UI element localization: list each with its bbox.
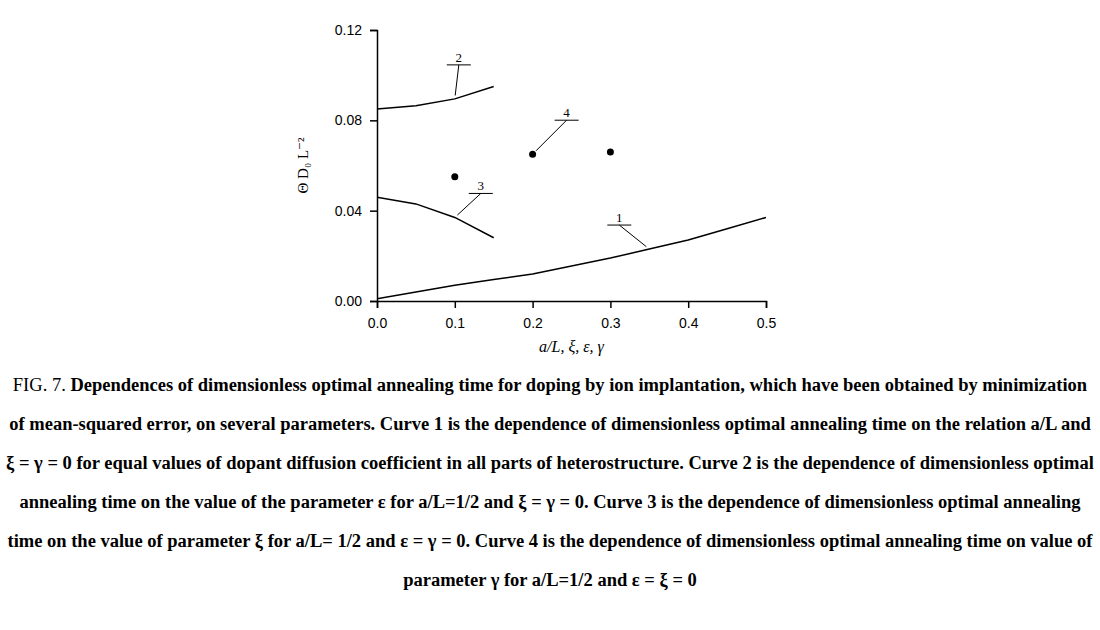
caption-label: FIG. 7. bbox=[13, 375, 66, 395]
tick: 0.3 bbox=[601, 301, 621, 331]
point bbox=[607, 148, 614, 155]
caption-text: Dependences of dimensionless optimal ann… bbox=[6, 375, 1094, 590]
tick-label: 0.0 bbox=[368, 315, 388, 331]
tick-label: 0.04 bbox=[335, 203, 362, 219]
tick-label: 0.4 bbox=[679, 315, 699, 331]
leader-line bbox=[457, 193, 480, 215]
y-axis-title: Θ D₀ L⁻² bbox=[295, 137, 311, 193]
curve-labels: 1 2 3 4 bbox=[447, 50, 647, 247]
tick-label: 0.3 bbox=[601, 315, 621, 331]
tick-label: 0.5 bbox=[757, 315, 777, 331]
point bbox=[529, 151, 536, 158]
tick-label: 0.2 bbox=[523, 315, 543, 331]
tick: 0.1 bbox=[446, 301, 466, 331]
tick: 0.2 bbox=[523, 301, 543, 331]
x-axis: 0.0 0.1 0.2 0.3 0.4 0.5 bbox=[368, 301, 777, 331]
tick: 0.0 bbox=[368, 301, 388, 331]
tick: 0.5 bbox=[757, 301, 777, 331]
curve-label: 1 bbox=[616, 210, 623, 225]
point bbox=[451, 173, 458, 180]
curve bbox=[377, 86, 494, 109]
tick-mark bbox=[370, 30, 377, 32]
tick-mark bbox=[766, 301, 768, 308]
tick-label: 0.1 bbox=[446, 315, 466, 331]
tick-mark bbox=[688, 301, 690, 308]
curve bbox=[377, 197, 494, 238]
leader-line bbox=[619, 225, 646, 247]
curve-label: 3 bbox=[478, 178, 485, 193]
leader-line bbox=[536, 120, 567, 151]
tick-mark bbox=[370, 210, 377, 212]
tick-label: 0.08 bbox=[335, 112, 362, 128]
tick-label: 0.00 bbox=[335, 293, 362, 309]
axis-line bbox=[378, 302, 767, 309]
plot-area bbox=[377, 86, 766, 298]
curve bbox=[377, 217, 766, 298]
tick-mark bbox=[610, 301, 612, 308]
tick-mark bbox=[370, 301, 377, 303]
tick: 0.12 bbox=[335, 22, 377, 38]
curve-label: 2 bbox=[456, 50, 463, 65]
x-axis-title: a/L, ξ, ε, γ bbox=[539, 338, 605, 356]
caption: FIG. 7. Dependences of dimensionless opt… bbox=[5, 366, 1095, 600]
axis-line bbox=[370, 31, 378, 302]
tick-label: 0.12 bbox=[335, 22, 362, 38]
tick: 0.4 bbox=[679, 301, 699, 331]
tick-mark bbox=[455, 301, 457, 308]
tick-mark bbox=[532, 301, 534, 308]
curve-label: 4 bbox=[563, 105, 570, 120]
tick-mark bbox=[370, 120, 377, 122]
tick: 0.00 bbox=[335, 293, 377, 309]
tick: 0.04 bbox=[335, 203, 377, 219]
y-axis: 0.00 0.04 0.08 0.12 bbox=[335, 22, 378, 309]
leader-line bbox=[455, 65, 459, 96]
tick: 0.08 bbox=[335, 112, 377, 128]
